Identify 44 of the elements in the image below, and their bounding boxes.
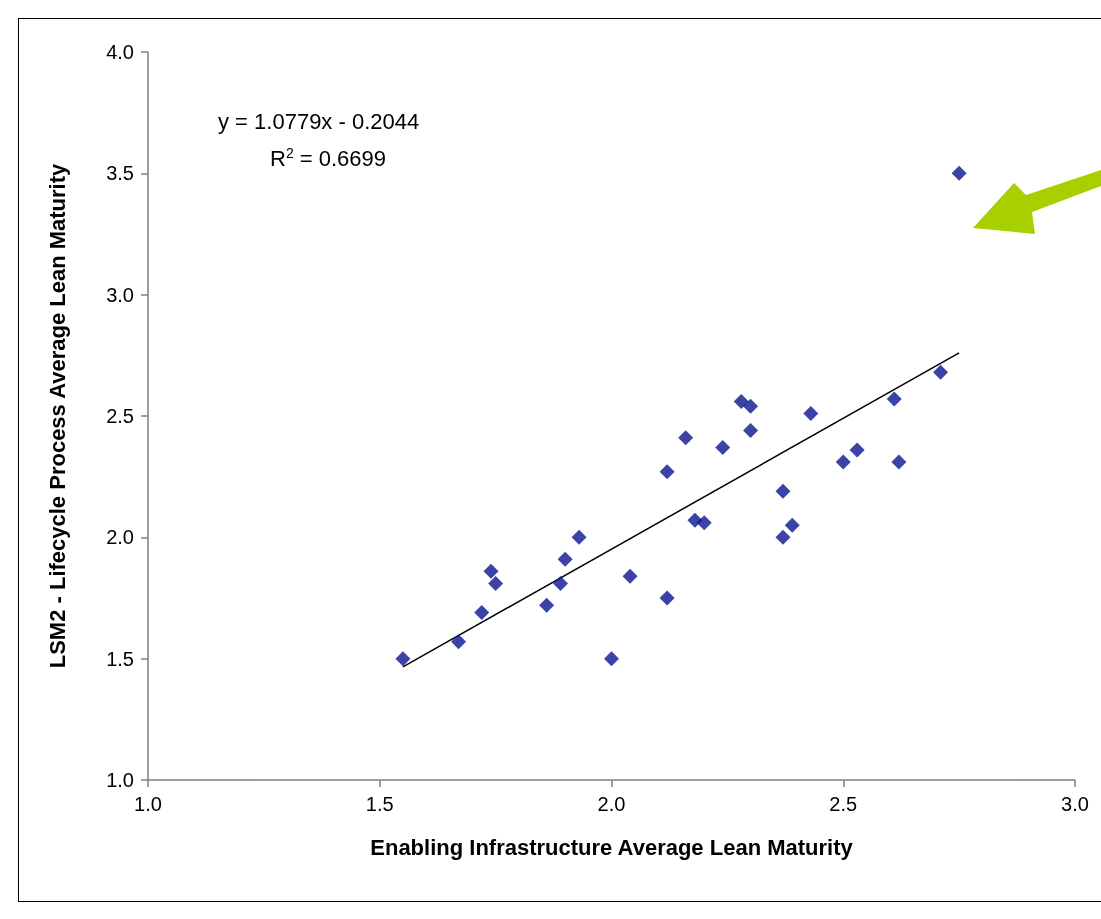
point [395,651,411,667]
y-tick-label: 3.0 [106,283,134,306]
point [678,430,694,446]
point [553,575,569,591]
point [933,364,949,380]
point [488,575,504,591]
x-tick-label: 2.0 [597,793,626,815]
point [743,398,759,414]
x-tick-label: 1.5 [365,793,394,815]
y-tick-label: 1.5 [106,647,134,670]
x-tick-label: 2.5 [829,793,858,815]
y-tick-label: 2.0 [106,526,134,549]
x-axis-title: Enabling Infrastructure Average Lean Maturity [370,834,854,860]
point [571,529,587,545]
point [891,454,907,470]
point [451,634,467,650]
point [849,442,865,458]
y-tick-label: 4.0 [106,41,134,63]
point [696,515,712,531]
point [886,391,902,407]
point [951,165,967,181]
y-tick-label: 1.0 [106,769,134,791]
point [659,464,675,480]
y-axis-title: LSM2 - Lifecycle Process Average Lean Maturity [44,162,70,669]
point [474,605,490,621]
point [775,529,791,545]
y-tick-label: 2.5 [106,405,134,427]
point [622,568,638,584]
point [775,483,791,499]
point [733,393,749,409]
y-tick-label: 3.5 [106,162,134,185]
point [803,406,819,422]
point [604,651,619,667]
annotation: y = 1.0779x - 0.2044 [218,108,420,134]
point [483,563,499,579]
point [743,423,759,439]
point [557,551,573,567]
point [784,517,800,533]
point [659,590,675,606]
point [835,454,851,470]
point [539,597,555,613]
x-tick-label: 1.0 [134,793,162,815]
x-tick-label: 3.0 [1061,793,1089,815]
point [715,440,731,456]
